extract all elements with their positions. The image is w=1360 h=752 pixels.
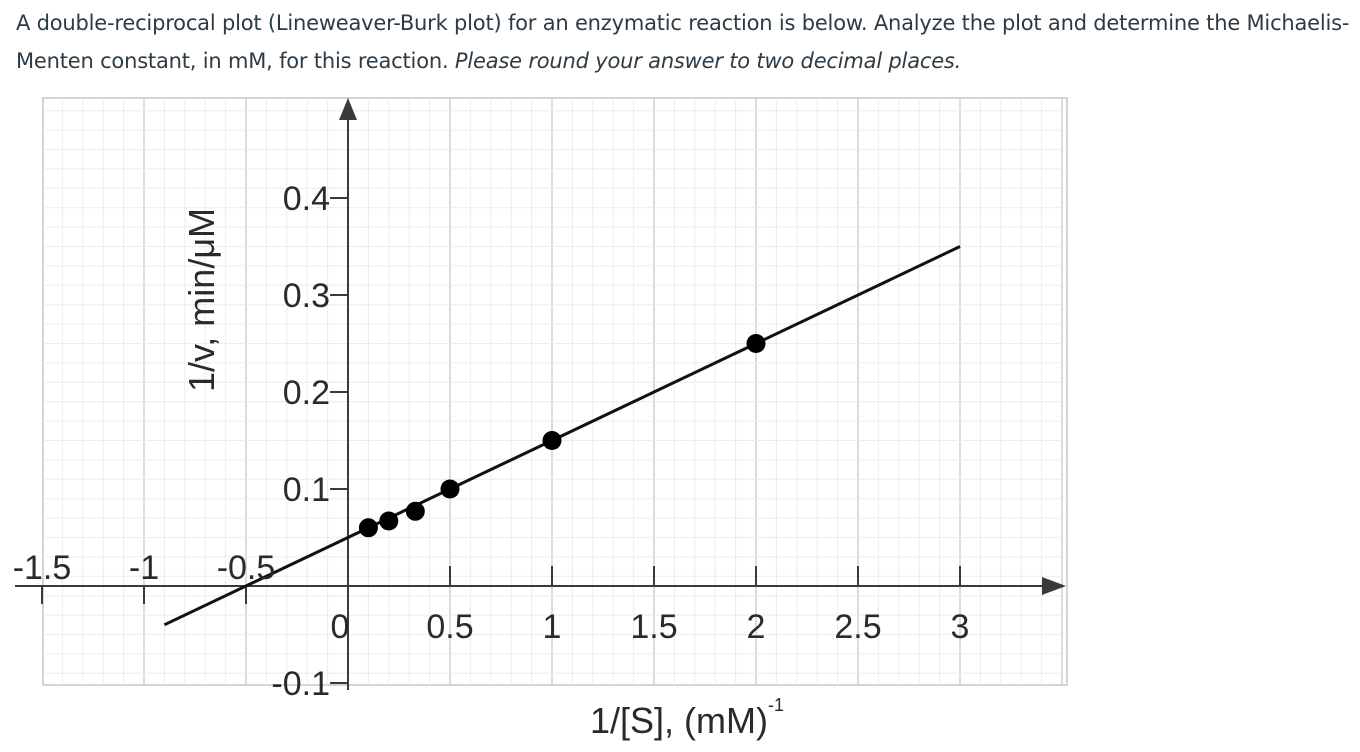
x-tick-label: 2 xyxy=(747,608,766,646)
x-tick-label: 0.5 xyxy=(426,608,473,646)
fit-line-layer xyxy=(163,245,961,627)
question-instruction: Please round your answer to two decimal … xyxy=(454,49,962,73)
data-point xyxy=(440,479,460,499)
y-tick-label: 0.3 xyxy=(283,277,330,315)
x-tick-label: 2.5 xyxy=(834,608,881,646)
x-tick-label: -1 xyxy=(129,549,159,587)
fit-line xyxy=(163,245,961,627)
y-tick-label: 0.1 xyxy=(283,471,330,509)
x-tick-label: 0 xyxy=(331,608,350,646)
x-tick-label: 1.5 xyxy=(630,608,677,646)
data-point xyxy=(542,431,562,450)
y-tick-label: -0.1 xyxy=(271,665,330,703)
x-axis-title-superscript: -1 xyxy=(768,695,784,715)
x-tick-label: -1.5 xyxy=(13,549,72,587)
data-point xyxy=(746,334,766,353)
data-point xyxy=(405,501,425,521)
tick-labels: -1.5 -1 -0.5 0 0.5 1 1.5 2 2.5 3 0.4 0.3 0.2 0.1 -0.1 xyxy=(13,180,970,703)
chart-axes xyxy=(15,98,1066,690)
x-tick-label: -0.5 xyxy=(217,549,276,587)
question-body: A double-reciprocal plot (Lineweaver-Bur… xyxy=(16,11,1350,73)
x-axis-title: 1/[S], (mM)-1 xyxy=(590,695,784,741)
question-text: A double-reciprocal plot (Lineweaver-Bur… xyxy=(16,4,1351,80)
y-axis-arrow xyxy=(339,98,357,120)
x-axis-title-text: 1/[S], (mM) xyxy=(590,700,768,741)
x-tick-label: 3 xyxy=(951,608,970,646)
chart-grid xyxy=(42,97,1068,686)
plot-frame xyxy=(42,97,1068,686)
y-axis-title: 1/v, min/μM xyxy=(181,208,222,392)
x-tick-label: 1 xyxy=(543,608,562,646)
y-tick-label: 0.2 xyxy=(283,374,330,412)
data-point xyxy=(358,518,378,538)
data-point xyxy=(379,511,399,531)
y-tick-label: 0.4 xyxy=(283,180,330,218)
data-points xyxy=(358,334,766,538)
x-axis-arrow xyxy=(1042,577,1066,595)
